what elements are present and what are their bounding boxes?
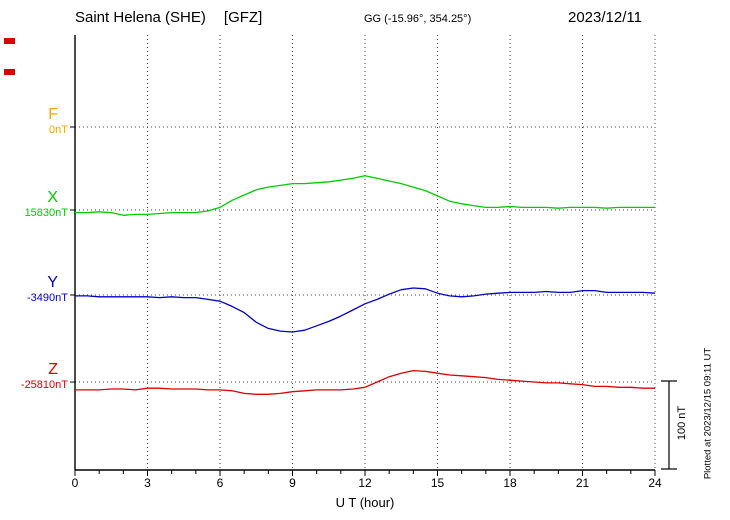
station-title: Saint Helena (SHE) — [75, 9, 206, 26]
trace-y — [75, 287, 656, 333]
trace-x — [75, 175, 655, 216]
x-tick-label: 9 — [289, 476, 296, 490]
series-label-z: Z -25810nT — [0, 361, 70, 392]
trace-z — [75, 369, 655, 395]
series-name-z: Z — [48, 361, 58, 378]
series-label-f: F 0nT — [0, 106, 70, 137]
x-tick-label: 12 — [358, 476, 372, 490]
series-baseline-x: 15830nT — [24, 207, 68, 219]
red-flag-mark — [4, 69, 15, 75]
x-tick-label: 3 — [144, 476, 151, 490]
scale-bar-label: 100 nT — [676, 405, 688, 441]
x-tick-label: 21 — [575, 476, 590, 490]
series-name-f: F — [48, 106, 58, 123]
series-baseline-f: 0nT — [49, 124, 68, 136]
x-tick-label: 6 — [216, 476, 224, 490]
series-baseline-y: -3490nT — [27, 292, 68, 304]
series-baseline-z: -25810nT — [20, 379, 68, 391]
x-tick-label: 18 — [503, 476, 517, 490]
series-label-y: Y -3490nT — [0, 274, 70, 305]
x-tick-label: 24 — [648, 476, 662, 490]
institute-tag: [GFZ] — [223, 9, 263, 26]
geographic-coords-label: GG (-15.96°, 354.25°) — [364, 13, 472, 25]
plotted-at-label: Plotted at 2023/12/15 09:11 UT — [702, 347, 714, 480]
x-tick-label: 0 — [71, 476, 79, 490]
red-flag-mark — [4, 38, 15, 44]
plot-header: Saint Helena (SHE) [GFZ] — [75, 9, 262, 26]
series-label-x: X 15830nT — [0, 189, 70, 220]
x-tick-label: 15 — [430, 476, 445, 490]
series-name-x: X — [47, 189, 58, 206]
series-name-y: Y — [47, 274, 58, 291]
date-label: 2023/12/11 — [568, 9, 642, 26]
x-axis-title: U T (hour) — [335, 495, 395, 510]
